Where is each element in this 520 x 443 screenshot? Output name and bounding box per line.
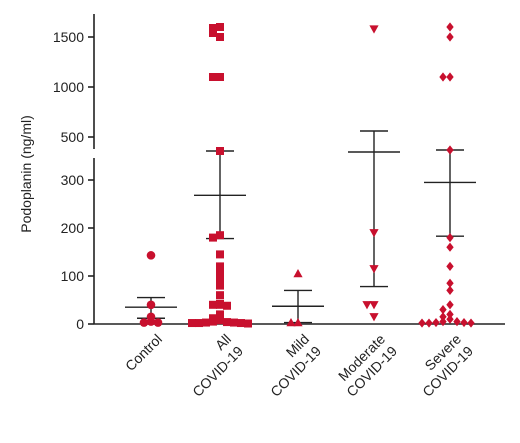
data-point: [216, 291, 224, 300]
category-label-line: Control: [122, 331, 165, 374]
data-point: [146, 317, 156, 326]
category-label-line: COVID-19: [189, 343, 246, 400]
data-point: [439, 72, 447, 82]
data-point: [369, 229, 379, 238]
data-point: [216, 276, 224, 285]
data-points-layer: [139, 22, 475, 328]
data-point: [195, 319, 203, 328]
y-tick-label: 200: [61, 220, 85, 236]
data-point: [216, 269, 224, 278]
data-point: [244, 319, 252, 328]
y-tick-label: 0: [76, 316, 84, 332]
data-point: [446, 314, 454, 324]
data-point: [188, 319, 196, 328]
data-point: [209, 300, 217, 309]
data-point: [237, 319, 245, 328]
data-point: [223, 318, 231, 327]
data-point: [139, 318, 149, 327]
data-point: [216, 231, 224, 240]
data-point: [439, 312, 447, 322]
y-tick-label: 500: [61, 129, 85, 145]
data-point: [369, 301, 379, 310]
data-point: [418, 318, 426, 328]
error-bars-layer: [125, 130, 476, 324]
data-point: [146, 300, 156, 310]
data-point: [153, 318, 163, 327]
data-point: [425, 318, 433, 328]
data-point: [216, 281, 224, 290]
data-point: [230, 318, 238, 327]
y-tick-label: 300: [61, 172, 85, 188]
data-point: [216, 262, 224, 271]
data-point: [446, 278, 454, 288]
data-point: [362, 301, 372, 310]
data-point: [216, 250, 224, 259]
data-point: [446, 285, 454, 295]
data-point: [446, 309, 454, 319]
category-label: Control: [122, 331, 165, 374]
data-point: [446, 300, 454, 310]
data-point: [439, 305, 447, 315]
data-point: [209, 24, 217, 32]
axes-layer: [88, 14, 505, 325]
data-point: [446, 242, 454, 252]
data-point: [216, 310, 224, 319]
y-tick-label: 1500: [53, 29, 84, 45]
y-tick-label: 100: [61, 268, 85, 284]
data-point: [146, 251, 156, 260]
data-point: [216, 147, 224, 155]
data-point: [369, 25, 379, 34]
data-point: [369, 265, 379, 274]
data-point: [286, 317, 296, 327]
labels-layer: 0 100 200 300 500 1000 1500 Podoplanin (ng/ml) C…: [18, 29, 476, 400]
data-point: [216, 300, 224, 309]
data-point: [202, 318, 210, 327]
y-axis-title: Podoplanin (ng/ml): [18, 115, 34, 233]
data-point: [446, 261, 454, 271]
data-point: [446, 22, 454, 32]
y-tick-label: 1000: [53, 79, 84, 95]
data-point: [209, 317, 217, 326]
data-point: [446, 72, 454, 82]
data-point: [453, 317, 461, 327]
data-point: [369, 313, 379, 322]
data-point: [223, 301, 231, 310]
data-point: [216, 33, 224, 41]
data-point: [293, 269, 303, 278]
data-point: [209, 233, 217, 242]
data-point: [460, 317, 468, 328]
data-point: [446, 233, 454, 243]
data-point: [467, 318, 475, 328]
data-point: [209, 29, 217, 37]
data-point: [216, 73, 224, 81]
data-point: [209, 73, 217, 81]
data-point: [216, 23, 224, 31]
data-point: [446, 145, 454, 155]
data-point: [432, 317, 440, 328]
data-point: [293, 317, 303, 327]
data-point: [216, 316, 224, 325]
data-point: [439, 317, 447, 327]
data-point: [446, 32, 454, 42]
